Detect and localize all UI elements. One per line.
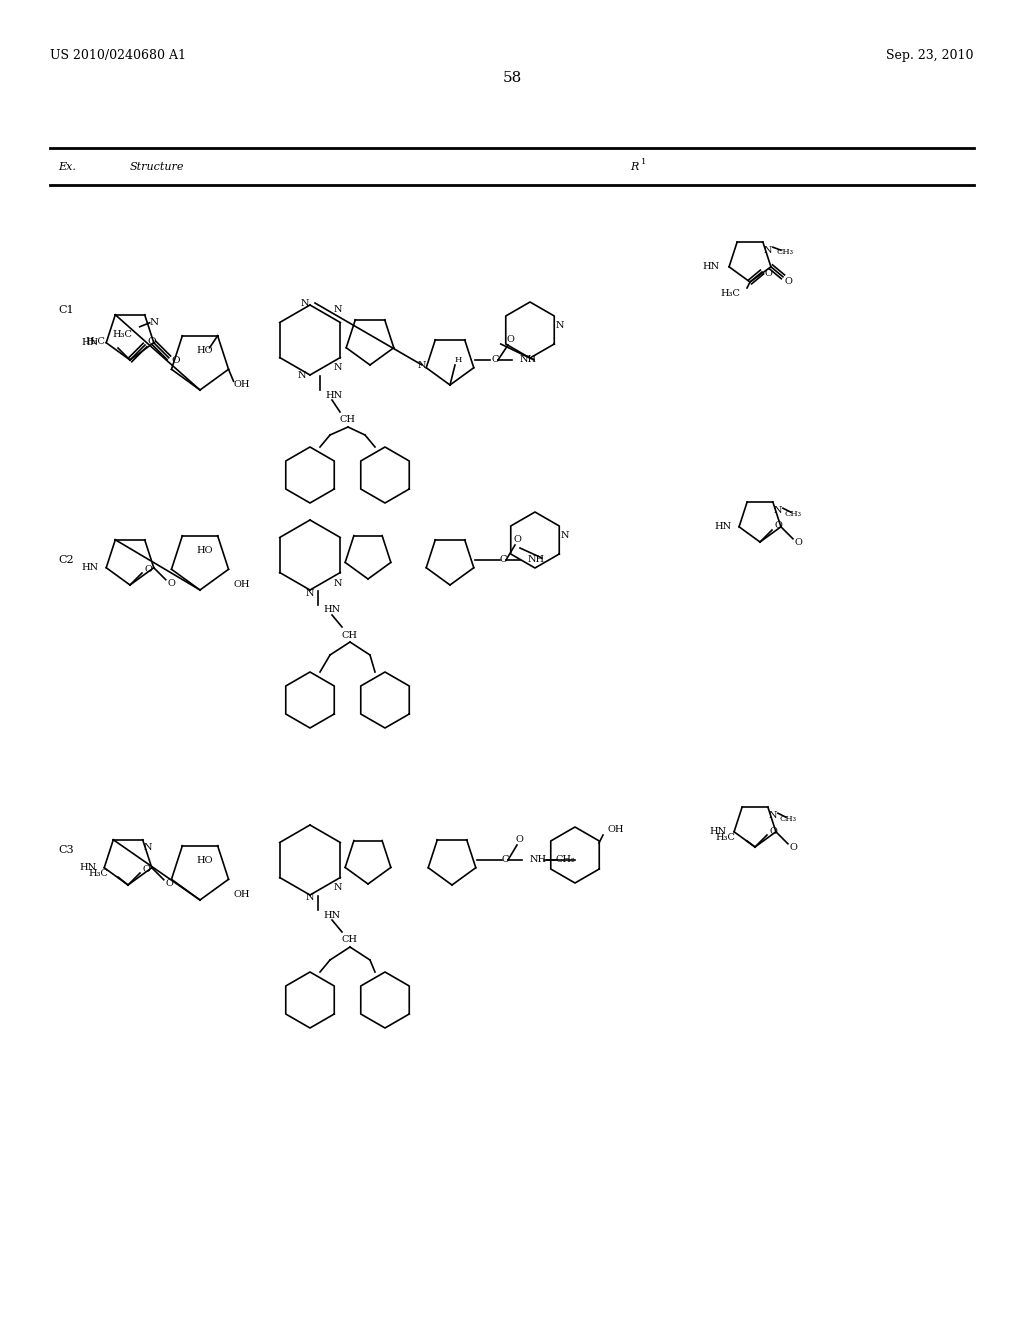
Text: O: O bbox=[513, 536, 521, 544]
Text: O: O bbox=[795, 539, 803, 548]
Text: O: O bbox=[769, 826, 777, 836]
Text: OH: OH bbox=[233, 579, 250, 589]
Text: N: N bbox=[334, 578, 342, 587]
Text: C1: C1 bbox=[58, 305, 74, 315]
Text: O: O bbox=[515, 836, 523, 845]
Text: C: C bbox=[492, 355, 499, 364]
Text: O: O bbox=[168, 579, 176, 589]
Text: Sep. 23, 2010: Sep. 23, 2010 bbox=[887, 49, 974, 62]
Text: C: C bbox=[502, 855, 509, 865]
Text: HN: HN bbox=[81, 338, 98, 347]
Text: US 2010/0240680 A1: US 2010/0240680 A1 bbox=[50, 49, 186, 62]
Text: 1: 1 bbox=[641, 157, 646, 165]
Text: Structure: Structure bbox=[130, 161, 184, 172]
Text: H₃C: H₃C bbox=[88, 869, 108, 878]
Text: N: N bbox=[143, 843, 152, 853]
Text: R: R bbox=[630, 161, 638, 172]
Text: HN: HN bbox=[323, 606, 340, 615]
Text: N: N bbox=[769, 810, 777, 820]
Text: O: O bbox=[171, 356, 180, 366]
Text: N: N bbox=[306, 589, 314, 598]
Text: HN: HN bbox=[325, 391, 342, 400]
Text: N: N bbox=[334, 883, 342, 892]
Text: HN: HN bbox=[323, 911, 340, 920]
Text: HN: HN bbox=[714, 523, 731, 531]
Text: NH: NH bbox=[520, 355, 538, 364]
Text: HN: HN bbox=[81, 564, 98, 573]
Text: N: N bbox=[561, 531, 569, 540]
Text: H₃C: H₃C bbox=[113, 330, 133, 339]
Text: N: N bbox=[150, 318, 159, 327]
Text: H₃C: H₃C bbox=[720, 289, 740, 298]
Text: N: N bbox=[334, 363, 342, 372]
Text: N: N bbox=[334, 305, 342, 314]
Text: CH: CH bbox=[340, 416, 356, 425]
Text: N: N bbox=[306, 894, 314, 903]
Text: Ex.: Ex. bbox=[58, 161, 76, 172]
Text: O: O bbox=[764, 269, 772, 279]
Text: CH₃: CH₃ bbox=[776, 248, 794, 256]
Text: OH: OH bbox=[607, 825, 624, 834]
Text: O: O bbox=[142, 865, 150, 874]
Text: HO: HO bbox=[197, 346, 213, 355]
Text: O: O bbox=[144, 565, 152, 573]
Text: N: N bbox=[418, 360, 426, 370]
Text: CH: CH bbox=[342, 631, 358, 639]
Text: C: C bbox=[500, 556, 507, 565]
Text: O: O bbox=[166, 879, 174, 888]
Text: O: O bbox=[147, 338, 157, 346]
Text: CH: CH bbox=[342, 936, 358, 945]
Text: O: O bbox=[506, 335, 514, 345]
Text: HO: HO bbox=[197, 546, 213, 556]
Text: O: O bbox=[790, 843, 798, 853]
Text: N: N bbox=[556, 321, 564, 330]
Text: CH₃: CH₃ bbox=[784, 511, 802, 519]
Text: HN: HN bbox=[701, 263, 719, 272]
Text: C2: C2 bbox=[58, 554, 74, 565]
Text: H₃C: H₃C bbox=[85, 338, 105, 346]
Text: C3: C3 bbox=[58, 845, 74, 855]
Text: OH: OH bbox=[233, 890, 250, 899]
Text: OH: OH bbox=[233, 380, 250, 389]
Text: O: O bbox=[785, 277, 793, 286]
Text: N: N bbox=[298, 371, 306, 380]
Text: NH: NH bbox=[530, 855, 547, 865]
Text: CH₃: CH₃ bbox=[779, 816, 797, 824]
Text: CH₂: CH₂ bbox=[555, 855, 574, 865]
Text: H: H bbox=[455, 356, 462, 364]
Text: HN: HN bbox=[709, 828, 726, 837]
Text: NH: NH bbox=[528, 556, 545, 565]
Text: HN: HN bbox=[79, 863, 96, 873]
Text: O: O bbox=[774, 521, 782, 531]
Text: N: N bbox=[774, 506, 782, 515]
Text: HO: HO bbox=[197, 857, 213, 865]
Text: N: N bbox=[301, 300, 309, 309]
Text: N: N bbox=[764, 246, 772, 255]
Text: H₃C: H₃C bbox=[715, 833, 735, 842]
Text: 58: 58 bbox=[503, 71, 521, 84]
